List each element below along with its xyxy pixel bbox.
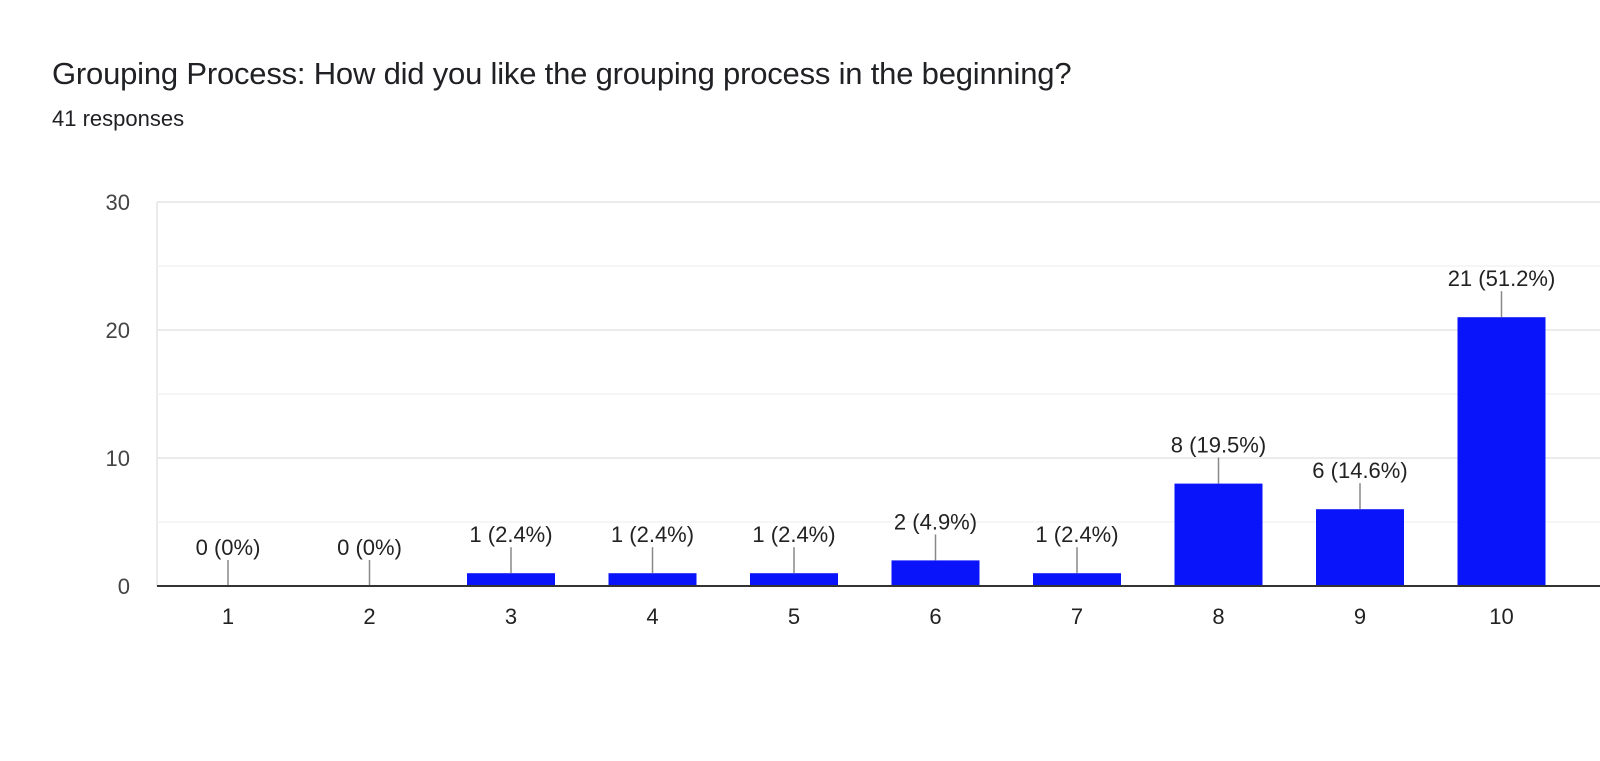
bar (750, 573, 838, 586)
data-label: 1 (2.4%) (1035, 522, 1118, 547)
bar (891, 560, 980, 586)
x-tick-label: 5 (788, 604, 800, 629)
gridlines (156, 201, 1600, 586)
response-count: 41 responses (52, 106, 185, 131)
bar (1316, 509, 1404, 586)
data-label: 1 (2.4%) (611, 522, 694, 547)
y-axis-ticks: 0 10 20 30 (106, 190, 130, 599)
y-tick-label: 0 (118, 574, 130, 599)
y-tick-label: 10 (106, 446, 130, 471)
x-tick-label: 1 (222, 604, 234, 629)
bar (467, 573, 555, 586)
data-label: 21 (51.2%) (1448, 266, 1556, 291)
bars: 0 (0%) 0 (0%) 1 (2.4%) 1 (2.4%) 1 (2.4%) 2 (4… (196, 266, 1556, 586)
data-label: 6 (14.6%) (1312, 458, 1407, 483)
y-tick-label: 30 (106, 190, 130, 215)
x-tick-label: 6 (929, 604, 941, 629)
bar (1174, 483, 1263, 586)
data-label: 1 (2.4%) (752, 522, 835, 547)
data-label: 0 (0%) (337, 535, 402, 560)
x-tick-label: 2 (363, 604, 375, 629)
data-label: 2 (4.9%) (894, 509, 977, 534)
data-label: 0 (0%) (196, 535, 261, 560)
bar (608, 573, 697, 586)
x-tick-label: 4 (646, 604, 658, 629)
data-label: 8 (19.5%) (1171, 433, 1266, 458)
x-tick-label: 10 (1489, 604, 1513, 629)
x-tick-label: 7 (1071, 604, 1083, 629)
y-tick-label: 20 (106, 318, 130, 343)
x-tick-label: 3 (505, 604, 517, 629)
bar (1457, 317, 1546, 586)
bar (1033, 573, 1121, 586)
data-label: 1 (2.4%) (469, 522, 552, 547)
chart-title: Grouping Process: How did you like the g… (52, 56, 1072, 91)
x-tick-label: 8 (1212, 604, 1224, 629)
x-axis-ticks: 1 2 3 4 5 6 7 8 9 10 (222, 604, 1514, 629)
x-tick-label: 9 (1354, 604, 1366, 629)
